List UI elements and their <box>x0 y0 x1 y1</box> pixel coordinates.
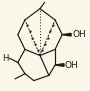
Polygon shape <box>62 33 71 36</box>
Text: H: H <box>2 54 8 63</box>
Text: OH: OH <box>73 30 87 39</box>
Text: OH: OH <box>65 61 79 70</box>
Polygon shape <box>55 64 64 66</box>
